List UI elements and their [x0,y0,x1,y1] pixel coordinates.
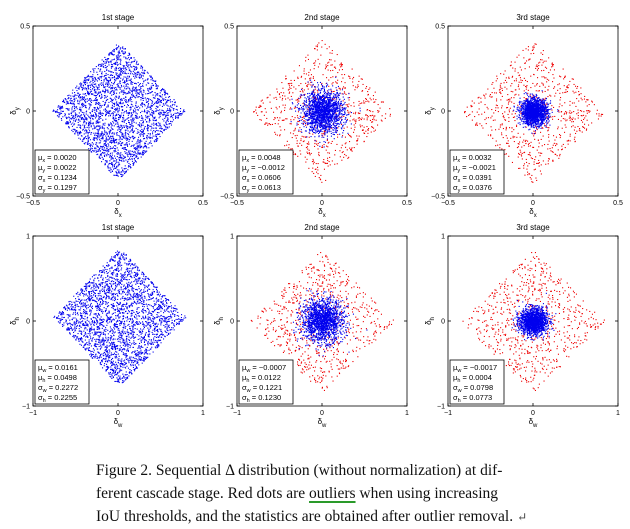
y-tick-label: 1 [230,234,234,241]
panel-title: 3rd stage [516,223,550,232]
x-tick-label: 0 [320,410,324,417]
x-axis-label: δx [529,207,536,219]
y-axis-label: δh [424,317,436,325]
y-axis-label: δy [213,107,225,114]
y-tick-label: −1 [22,404,30,411]
y-tick-label: −1 [437,404,445,411]
y-tick-label: −1 [226,404,234,411]
caption-line-3: IoU thresholds, and the statistics are o… [96,508,527,525]
x-tick-label: 0.5 [613,200,623,207]
y-tick-label: 0.5 [20,24,30,31]
panel-title: 2nd stage [304,13,340,22]
panel-title: 3rd stage [516,13,550,22]
y-tick-label: 0 [230,109,234,116]
caption-line-2-end: when using increasing [356,485,498,502]
return-icon: ↵ [517,510,527,524]
panel-title: 1st stage [102,223,135,232]
series-2-points [293,288,368,356]
y-axis-label: δy [9,107,21,114]
y-tick-label: 1 [26,234,30,241]
x-tick-label: −0.5 [441,200,455,207]
y-tick-label: 0 [26,319,30,326]
x-tick-label: 1 [201,410,205,417]
x-tick-label: 0 [320,200,324,207]
panel-title: 1st stage [102,13,135,22]
x-axis-label: δx [114,207,121,219]
caption-line-2: ferent cascade stage. Red dots are outli… [96,485,498,502]
y-tick-label: −0.5 [220,194,234,201]
x-axis-label: δx [318,207,325,219]
y-tick-label: −0.5 [16,194,30,201]
x-tick-label: −1 [444,410,452,417]
y-tick-label: 0 [230,319,234,326]
y-axis-label: δh [9,317,21,325]
x-tick-label: −0.5 [230,200,244,207]
x-tick-label: 0 [116,410,120,417]
x-tick-label: 1 [616,410,620,417]
x-tick-label: −1 [233,410,241,417]
figure-caption: Figure 2. Sequential Δ distribution (wit… [96,459,566,529]
x-tick-label: 0 [116,200,120,207]
y-tick-label: 0 [26,109,30,116]
series-2-points [513,90,558,134]
x-tick-label: −0.5 [26,200,40,207]
y-tick-label: 0 [441,319,445,326]
x-axis-label: δw [114,417,123,429]
y-tick-label: 0 [441,109,445,116]
x-axis-label: δw [529,417,538,429]
y-axis-label: δh [213,317,225,325]
y-tick-label: 0.5 [435,24,445,31]
caption-line-2-start: ferent cascade stage. Red dots are [96,485,309,502]
y-axis-label: δy [424,107,436,114]
caption-line-3-text: IoU thresholds, and the statistics are o… [96,508,513,525]
x-tick-label: 0 [531,200,535,207]
x-tick-label: −1 [29,410,37,417]
x-tick-label: 0 [531,410,535,417]
y-tick-label: −0.5 [431,194,445,201]
caption-line-1: Figure 2. Sequential Δ distribution (wit… [96,462,502,479]
y-tick-label: 1 [441,234,445,241]
x-tick-label: 0.5 [198,200,208,207]
y-tick-label: 0.5 [224,24,234,31]
x-tick-label: 0.5 [402,200,412,207]
panel-title: 2nd stage [304,223,340,232]
x-tick-label: 1 [405,410,409,417]
caption-outliers-word: outliers [309,485,356,502]
x-axis-label: δw [318,417,327,429]
